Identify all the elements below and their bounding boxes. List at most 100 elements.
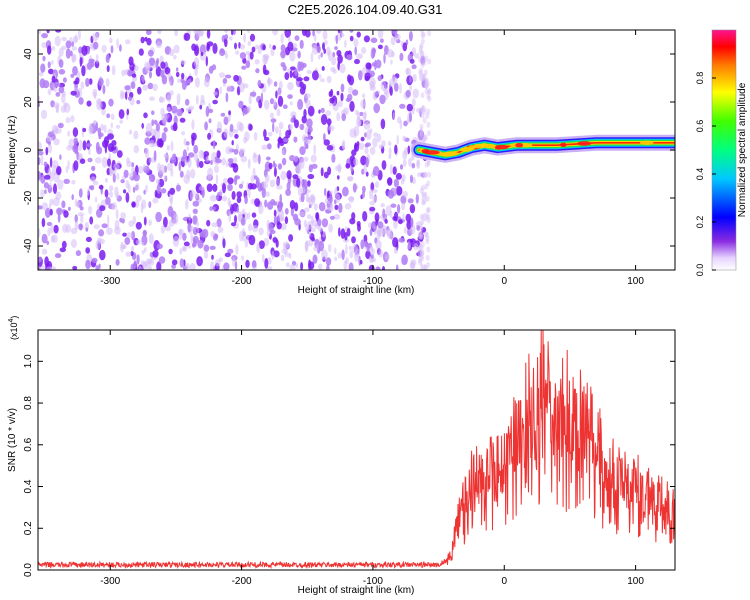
noise-blob — [425, 235, 430, 242]
noise-blob — [272, 45, 277, 50]
noise-blob — [189, 191, 194, 201]
noise-blob — [399, 52, 404, 62]
noise-blob — [281, 157, 287, 166]
noise-blob — [184, 32, 191, 42]
noise-blob — [143, 230, 147, 236]
noise-blob — [49, 208, 53, 216]
noise-blob — [225, 146, 232, 155]
noise-blob — [38, 150, 44, 156]
noise-blob — [419, 245, 424, 251]
noise-blob — [303, 108, 307, 118]
noise-blob — [360, 99, 366, 109]
noise-blob — [273, 167, 277, 178]
noise-blob — [71, 194, 74, 201]
noise-blob — [140, 260, 146, 265]
noise-blob — [426, 213, 431, 220]
noise-blob — [98, 229, 105, 237]
noise-blob — [348, 262, 354, 270]
noise-blob — [294, 35, 300, 41]
noise-blob — [230, 163, 237, 168]
noise-blob — [136, 100, 141, 105]
noise-blob — [381, 160, 387, 170]
noise-blob — [193, 153, 199, 163]
noise-blob — [427, 30, 432, 37]
noise-blob — [413, 242, 419, 251]
noise-blob — [307, 105, 315, 117]
noise-blob — [132, 186, 136, 193]
y-tick-label: 40 — [23, 48, 34, 60]
noise-blob — [236, 196, 242, 204]
noise-blob — [40, 154, 44, 166]
noise-blob — [281, 210, 285, 222]
noise-blob — [424, 78, 429, 84]
noise-blob — [62, 223, 68, 233]
noise-blob — [401, 174, 406, 182]
noise-blob — [421, 104, 424, 110]
noise-blob — [125, 192, 130, 203]
noise-blob — [375, 266, 381, 270]
noise-blob — [267, 131, 273, 137]
noise-blob — [163, 153, 169, 159]
noise-blob — [347, 196, 355, 201]
noise-blob — [337, 252, 342, 259]
noise-blob — [232, 257, 236, 268]
noise-blob — [125, 39, 131, 45]
noise-blob — [230, 222, 237, 227]
noise-blob — [212, 91, 218, 96]
noise-blob — [396, 186, 403, 196]
noise-blob — [321, 66, 325, 71]
noise-blob — [203, 250, 209, 259]
noise-blob — [41, 33, 48, 39]
noise-blob — [144, 137, 151, 145]
noise-blob — [58, 48, 64, 57]
x-tick-label: -200 — [232, 576, 252, 587]
noise-blob — [420, 30, 425, 34]
noise-blob — [107, 214, 110, 225]
noise-blob — [282, 65, 287, 72]
noise-blob — [420, 172, 426, 178]
noise-blob — [255, 177, 260, 188]
noise-blob — [210, 231, 216, 237]
noise-blob — [318, 109, 321, 114]
noise-blob — [305, 193, 309, 202]
noise-blob — [251, 46, 256, 53]
noise-blob — [390, 59, 393, 65]
noise-blob — [422, 108, 427, 115]
noise-blob — [414, 53, 420, 59]
x-tick-label: -200 — [232, 276, 252, 287]
noise-blob — [106, 53, 110, 61]
noise-blob — [78, 97, 84, 105]
noise-blob — [419, 68, 423, 74]
noise-blob — [419, 187, 424, 194]
noise-blob — [99, 205, 106, 212]
noise-blob — [251, 212, 257, 218]
noise-blob — [358, 142, 365, 150]
noise-blob — [253, 132, 258, 141]
noise-blob — [219, 188, 223, 196]
noise-blob — [152, 197, 159, 204]
noise-blob — [271, 250, 275, 260]
noise-blob — [373, 103, 381, 114]
noise-blob — [359, 111, 364, 117]
noise-blob — [116, 150, 123, 158]
noise-blob — [348, 245, 352, 251]
noise-blob — [40, 63, 46, 73]
noise-blob — [411, 162, 416, 169]
noise-blob — [76, 201, 81, 207]
noise-blob — [156, 57, 160, 65]
noise-blob — [207, 167, 214, 179]
noise-blob — [372, 47, 376, 58]
noise-blob — [192, 200, 200, 207]
noise-blob — [337, 175, 340, 180]
noise-blob — [422, 73, 427, 80]
spectrogram-x-ticks: -300 -200 -100 0 100 — [100, 30, 644, 287]
snr-y-label: SNR (10 * v/v) — [7, 408, 18, 472]
noise-blob — [143, 112, 148, 119]
noise-blob — [136, 254, 140, 265]
noise-blob — [73, 160, 79, 172]
noise-blob — [49, 198, 54, 206]
noise-blob — [399, 103, 406, 109]
noise-blob — [58, 59, 64, 68]
noise-blob — [288, 234, 294, 242]
noise-blob — [194, 77, 200, 88]
